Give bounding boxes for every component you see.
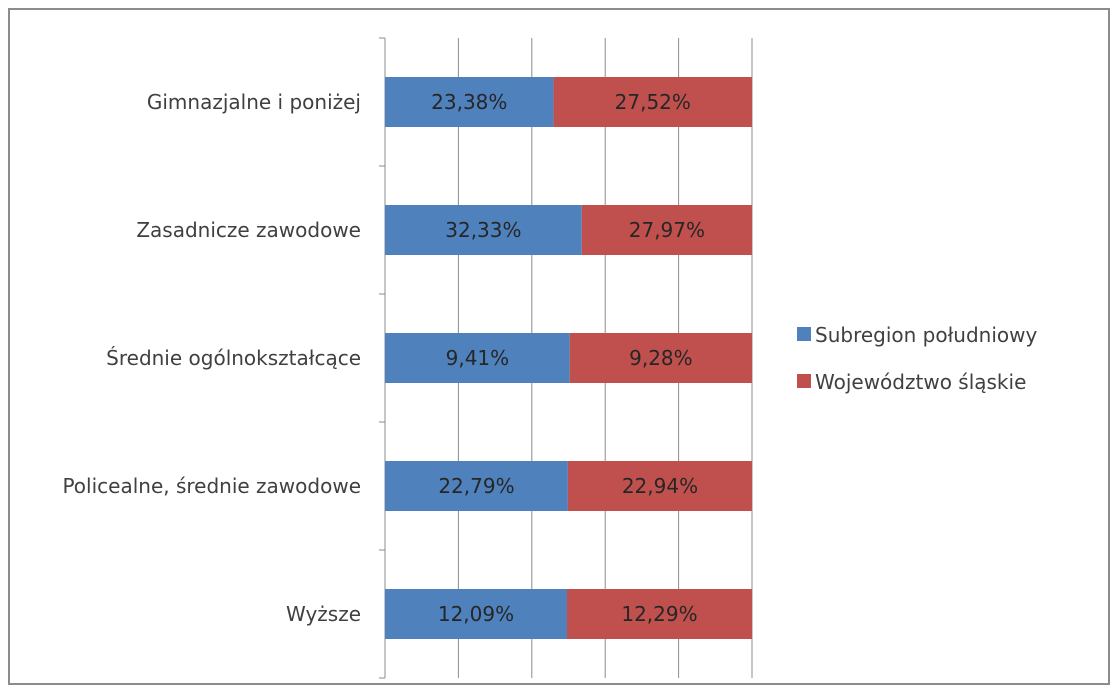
bar-wojewodztwo: [566, 589, 752, 639]
bar-wojewodztwo: [569, 333, 752, 383]
category-label: Wyższe: [286, 602, 361, 626]
bar-data-label: 27,52%: [615, 90, 691, 114]
bar-data-label: 22,79%: [438, 474, 514, 498]
bar-subregion: [385, 77, 554, 127]
bar-data-label: 12,09%: [438, 602, 514, 626]
bar-data-label: 9,41%: [446, 346, 510, 370]
bar-subregion: [385, 589, 567, 639]
legend-swatch: [797, 327, 811, 341]
bar-data-label: 12,29%: [621, 602, 697, 626]
bar-wojewodztwo: [567, 461, 752, 511]
bar-wojewodztwo: [553, 77, 752, 127]
legend-label: Województwo śląskie: [815, 370, 1026, 394]
category-label: Gimnazjalne i poniżej: [147, 90, 361, 114]
bar-data-label: 27,97%: [629, 218, 705, 242]
bar-data-label: 9,28%: [629, 346, 693, 370]
legend: Subregion południowy Województwo śląskie: [797, 323, 1037, 394]
category-label: Średnie ogólnokształcące: [106, 346, 361, 370]
category-axis: [379, 37, 386, 679]
bar-data-label: 32,33%: [445, 218, 521, 242]
legend-label: Subregion południowy: [815, 323, 1037, 347]
bar-wojewodztwo: [581, 205, 752, 255]
bar-subregion: [385, 461, 568, 511]
bar-data-label: 23,38%: [431, 90, 507, 114]
bar-subregion: [385, 333, 570, 383]
category-label: Zasadnicze zawodowe: [136, 218, 361, 242]
bar-subregion: [385, 205, 582, 255]
category-label: Policealne, średnie zawodowe: [62, 474, 361, 498]
legend-swatch: [797, 374, 811, 388]
bar-data-label: 22,94%: [622, 474, 698, 498]
